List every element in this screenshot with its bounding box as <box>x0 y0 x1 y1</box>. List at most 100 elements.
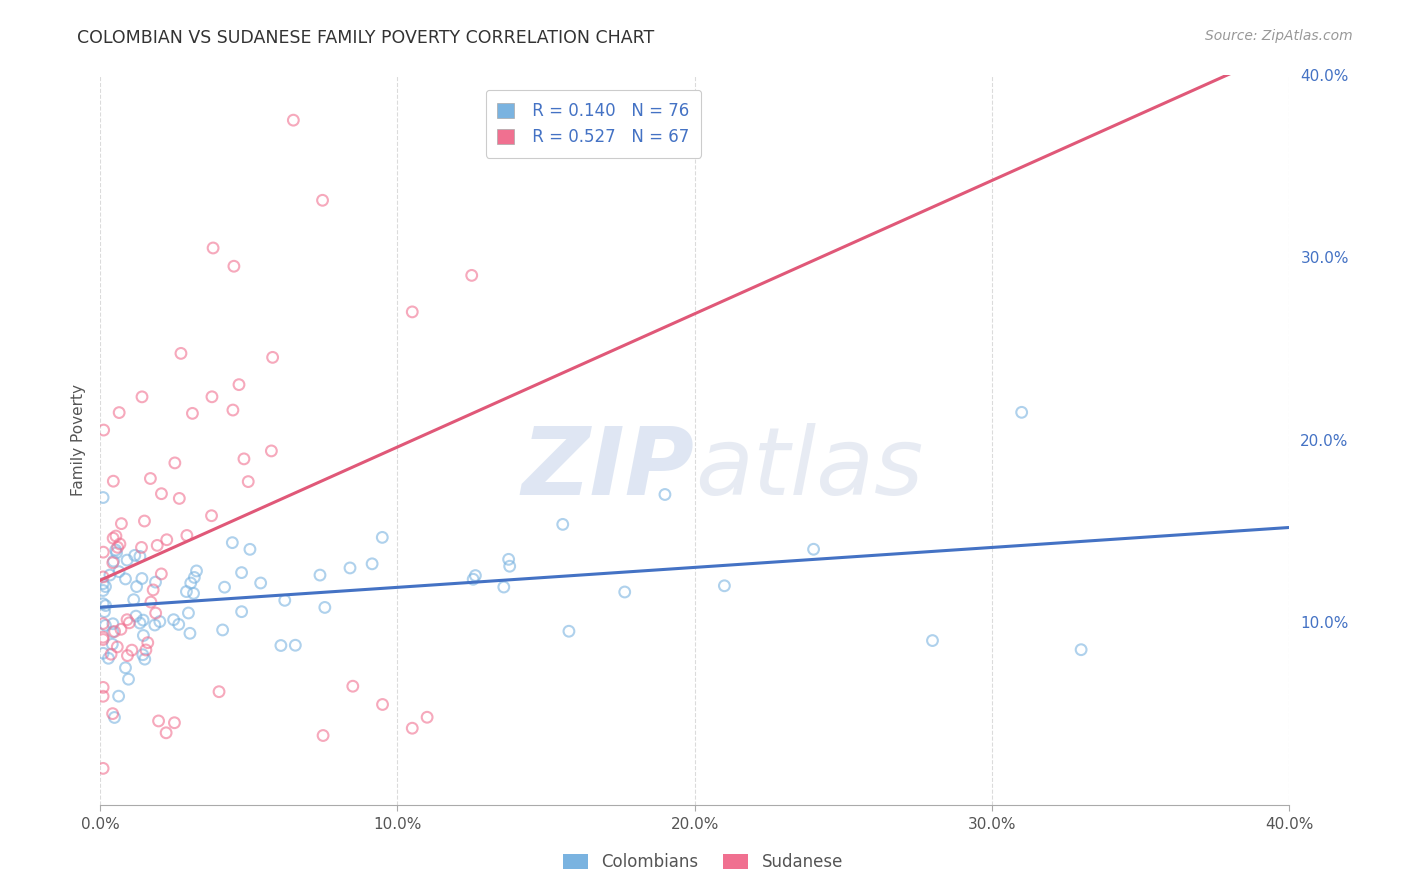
Point <box>371 530 394 544</box>
Point <box>108 565 131 579</box>
Point <box>179 626 201 640</box>
Point <box>100 647 122 661</box>
Point <box>124 549 146 563</box>
Point <box>98 568 121 582</box>
Point <box>274 593 297 607</box>
Point <box>150 486 173 500</box>
Point <box>169 491 191 506</box>
Point <box>613 585 636 599</box>
Point <box>170 346 193 360</box>
Point <box>94 599 117 613</box>
Point <box>181 406 204 420</box>
Point <box>221 535 243 549</box>
Point <box>361 557 384 571</box>
Point <box>416 710 439 724</box>
Point <box>551 517 574 532</box>
Point <box>558 624 581 639</box>
Point <box>117 672 139 686</box>
Point <box>114 661 136 675</box>
Point <box>156 533 179 547</box>
Point <box>339 561 361 575</box>
Point <box>139 471 162 485</box>
Point <box>103 554 125 568</box>
Point <box>91 545 114 559</box>
Point <box>114 572 136 586</box>
Point <box>105 546 128 560</box>
Point <box>309 568 332 582</box>
Point <box>91 616 114 631</box>
Point <box>149 615 172 629</box>
Point <box>201 390 224 404</box>
Point <box>115 553 138 567</box>
Point <box>163 715 186 730</box>
Point <box>146 538 169 552</box>
Point <box>93 605 115 619</box>
Legend:  R = 0.140   N = 76,  R = 0.527   N = 67: R = 0.140 N = 76, R = 0.527 N = 67 <box>486 90 702 158</box>
Point <box>107 689 129 703</box>
Point <box>135 643 157 657</box>
Point <box>91 646 114 660</box>
Point <box>498 552 520 566</box>
Text: COLOMBIAN VS SUDANESE FAMILY POVERTY CORRELATION CHART: COLOMBIAN VS SUDANESE FAMILY POVERTY COR… <box>77 29 655 46</box>
Point <box>145 606 167 620</box>
Point <box>371 698 394 712</box>
Point <box>461 268 484 283</box>
Point <box>107 541 129 555</box>
Point <box>284 638 307 652</box>
Point <box>101 616 124 631</box>
Point <box>103 474 125 488</box>
Point <box>139 595 162 609</box>
Point <box>104 543 127 558</box>
Point <box>1011 405 1033 419</box>
Point <box>283 113 305 128</box>
Point <box>180 576 202 591</box>
Point <box>101 624 124 639</box>
Point <box>222 403 245 417</box>
Point <box>136 635 159 649</box>
Point <box>91 583 114 598</box>
Point <box>167 617 190 632</box>
Point <box>91 690 114 704</box>
Point <box>311 194 333 208</box>
Point <box>143 618 166 632</box>
Point <box>183 570 205 584</box>
Point <box>91 491 114 505</box>
Point <box>94 580 117 594</box>
Point <box>238 475 260 489</box>
Point <box>228 377 250 392</box>
Point <box>183 586 205 600</box>
Point <box>91 761 114 775</box>
Point <box>499 559 522 574</box>
Point <box>110 622 132 636</box>
Point <box>262 351 284 365</box>
Point <box>921 633 943 648</box>
Text: ZIP: ZIP <box>522 423 695 515</box>
Point <box>163 456 186 470</box>
Point <box>110 516 132 531</box>
Point <box>101 556 124 570</box>
Point <box>129 616 152 631</box>
Point <box>108 537 131 551</box>
Legend: Colombians, Sudanese: Colombians, Sudanese <box>554 845 852 880</box>
Point <box>148 714 170 728</box>
Point <box>103 710 125 724</box>
Point <box>803 542 825 557</box>
Point <box>231 566 253 580</box>
Point <box>125 580 148 594</box>
Point <box>131 572 153 586</box>
Point <box>145 575 167 590</box>
Point <box>208 684 231 698</box>
Point <box>200 508 222 523</box>
Point <box>97 651 120 665</box>
Point <box>105 640 128 654</box>
Point <box>260 444 283 458</box>
Point <box>186 564 208 578</box>
Point <box>115 613 138 627</box>
Point <box>91 632 114 647</box>
Point <box>176 584 198 599</box>
Point <box>91 576 114 591</box>
Point <box>131 390 153 404</box>
Point <box>101 637 124 651</box>
Point <box>150 566 173 581</box>
Point <box>93 423 115 437</box>
